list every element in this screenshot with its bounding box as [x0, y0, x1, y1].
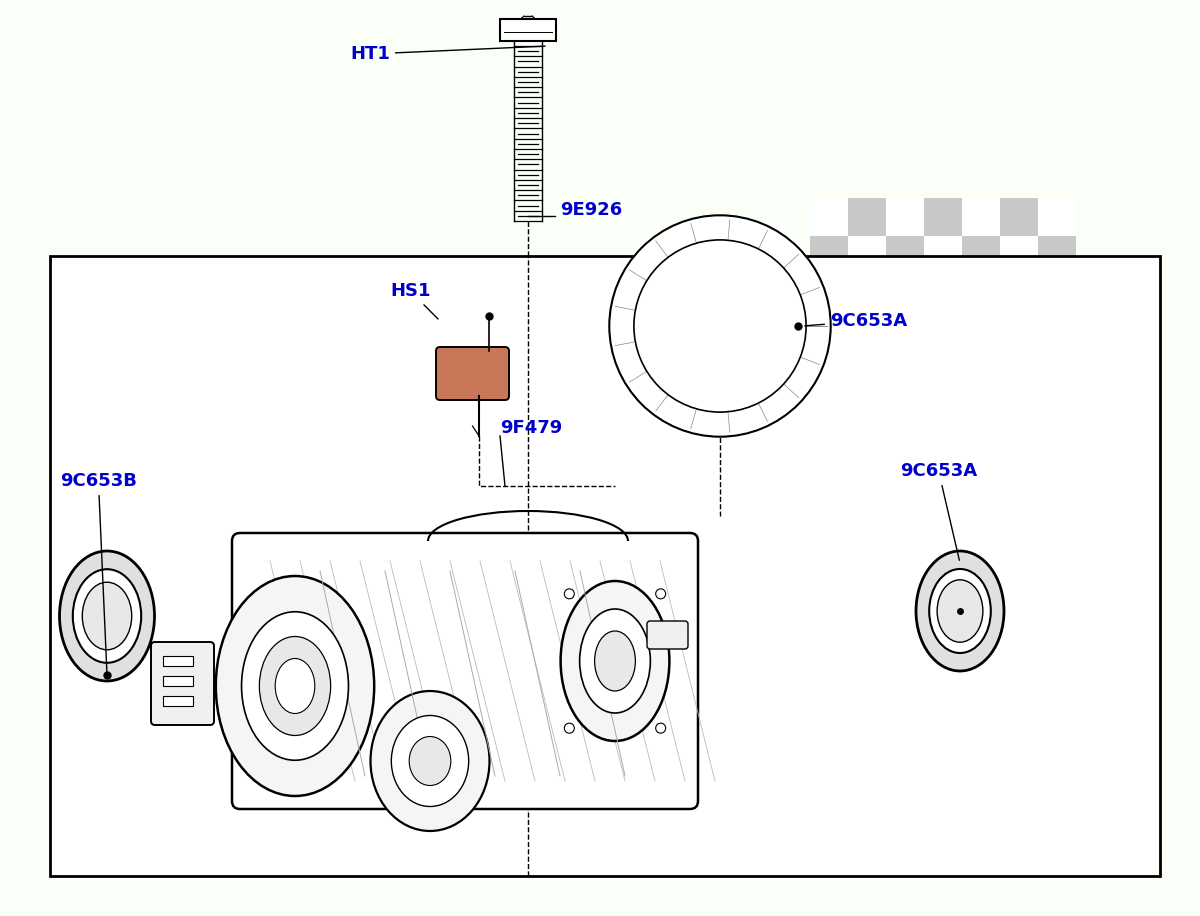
Ellipse shape [655, 589, 666, 599]
Bar [962, 388, 1000, 426]
Bar [924, 274, 962, 312]
Ellipse shape [216, 576, 374, 796]
Ellipse shape [83, 583, 132, 649]
Bar [924, 198, 962, 236]
Text: HT1: HT1 [350, 45, 545, 63]
Bar [924, 388, 962, 426]
Text: 9E926: 9E926 [560, 201, 623, 219]
Bar [886, 274, 924, 312]
Bar [924, 350, 962, 388]
Bar [962, 312, 1000, 350]
FancyBboxPatch shape [151, 642, 214, 725]
Bar [1000, 350, 1038, 388]
Ellipse shape [60, 551, 155, 681]
Ellipse shape [638, 244, 802, 408]
Text: c a r   p a r t s: c a r p a r t s [425, 502, 775, 550]
Ellipse shape [580, 609, 650, 713]
Ellipse shape [937, 580, 983, 642]
Bar [810, 274, 848, 312]
Bar [848, 350, 886, 388]
Bar [1038, 388, 1076, 426]
Ellipse shape [916, 551, 1004, 671]
Bar [163, 696, 193, 706]
FancyBboxPatch shape [436, 347, 509, 400]
Bar [924, 236, 962, 274]
Bar [810, 198, 848, 236]
Text: 9C653A: 9C653A [900, 462, 977, 561]
Bar [962, 236, 1000, 274]
Bar [810, 388, 848, 426]
Text: scuderia: scuderia [284, 372, 916, 500]
Bar [848, 236, 886, 274]
Bar [886, 312, 924, 350]
Bar [1000, 312, 1038, 350]
Bar [886, 388, 924, 426]
Ellipse shape [409, 736, 451, 786]
Bar [1038, 312, 1076, 350]
Bar [163, 656, 193, 666]
Ellipse shape [595, 631, 636, 691]
Bar [1000, 236, 1038, 274]
Bar [962, 350, 1000, 388]
Bar [50, 256, 1160, 876]
Bar [810, 236, 848, 274]
Ellipse shape [560, 581, 670, 741]
Ellipse shape [610, 215, 830, 437]
Ellipse shape [564, 589, 575, 599]
Ellipse shape [73, 569, 142, 663]
Text: 9F479: 9F479 [500, 419, 563, 437]
Bar [1038, 274, 1076, 312]
Bar [848, 312, 886, 350]
Bar [962, 274, 1000, 312]
Text: 9C653B: 9C653B [60, 472, 137, 671]
FancyBboxPatch shape [647, 621, 688, 649]
Bar [1038, 198, 1076, 236]
Bar [163, 676, 193, 686]
Bar [848, 198, 886, 236]
Bar [1038, 350, 1076, 388]
Ellipse shape [241, 612, 348, 760]
Bar [962, 198, 1000, 236]
Bar [1000, 198, 1038, 236]
FancyBboxPatch shape [232, 533, 698, 809]
Ellipse shape [259, 637, 331, 736]
Bar [810, 350, 848, 388]
Ellipse shape [564, 723, 575, 733]
Ellipse shape [275, 659, 314, 714]
Bar [886, 350, 924, 388]
Bar [810, 312, 848, 350]
Ellipse shape [634, 240, 806, 412]
Bar [848, 274, 886, 312]
Ellipse shape [391, 715, 469, 806]
Bar [848, 388, 886, 426]
Bar [1000, 388, 1038, 426]
Ellipse shape [929, 569, 991, 653]
Bar [886, 236, 924, 274]
Ellipse shape [655, 723, 666, 733]
Bar [1000, 274, 1038, 312]
Text: 9C653A: 9C653A [805, 312, 907, 330]
Ellipse shape [638, 244, 802, 408]
Ellipse shape [371, 691, 490, 831]
Bar [924, 312, 962, 350]
Bar [500, 19, 556, 41]
Bar [886, 198, 924, 236]
Text: HS1: HS1 [390, 282, 438, 319]
Bar [1038, 236, 1076, 274]
